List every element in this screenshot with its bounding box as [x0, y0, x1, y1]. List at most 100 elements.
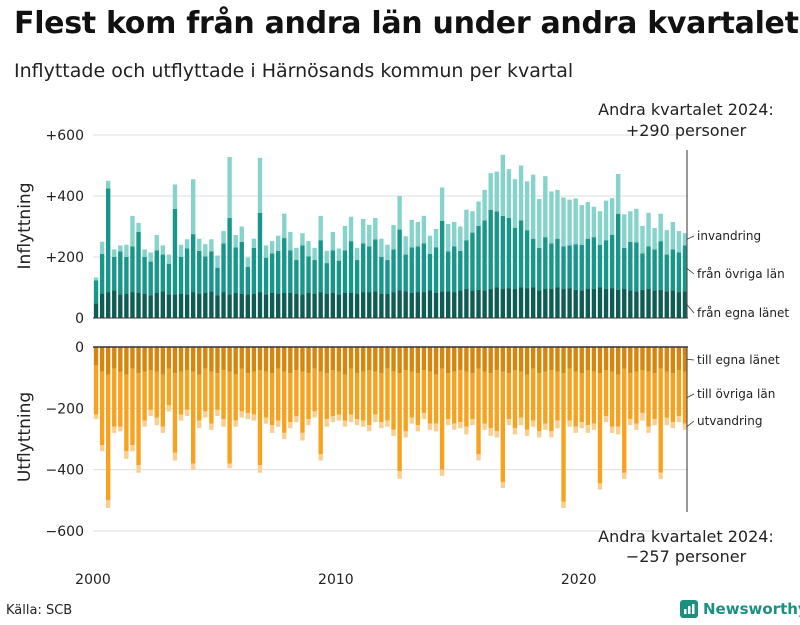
bar-out-egna-lanet — [178, 347, 184, 372]
bar-out-utvandring — [294, 416, 299, 423]
bar-out-egna-lanet — [458, 347, 463, 370]
bar-in-invandring — [160, 245, 166, 255]
bar-out-utvandring — [512, 428, 518, 435]
bar-in-egna-lanet — [415, 292, 421, 318]
bar-in-invandring — [118, 245, 123, 252]
bar-in-ovriga-lan — [288, 250, 293, 293]
bar-out-ovriga-lan — [518, 371, 524, 418]
bar-in-ovriga-lan — [318, 240, 323, 293]
bar-in-egna-lanet — [670, 290, 676, 318]
bar-out-ovriga-lan — [136, 373, 141, 466]
bar-in-invandring — [300, 233, 305, 246]
bar-out-egna-lanet — [615, 347, 621, 375]
bar-out-ovriga-lan — [530, 368, 536, 421]
bar-out-egna-lanet — [597, 347, 603, 374]
bar-out-egna-lanet — [215, 347, 220, 374]
bar-out-utvandring — [239, 411, 244, 418]
bar-out-utvandring — [105, 500, 111, 508]
bar-out-ovriga-lan — [646, 371, 651, 427]
bar-in-ovriga-lan — [506, 217, 512, 289]
bar-out-egna-lanet — [500, 347, 506, 372]
leader-line — [686, 358, 695, 361]
y-tick-label: +200 — [46, 250, 84, 266]
bar-in-egna-lanet — [494, 287, 499, 318]
bar-in-ovriga-lan — [251, 247, 257, 294]
bar-in-invandring — [209, 239, 214, 252]
bar-in-egna-lanet — [197, 293, 202, 318]
bar-out-egna-lanet — [300, 347, 305, 372]
bar-in-invandring — [585, 202, 591, 239]
bar-out-egna-lanet — [136, 347, 141, 374]
bar-in-egna-lanet — [682, 291, 688, 318]
bar-in-ovriga-lan — [488, 209, 493, 290]
annotation-top-line1: Andra kvartalet 2024: — [598, 100, 774, 119]
bar-out-egna-lanet — [221, 347, 226, 370]
bar-in-invandring — [567, 199, 572, 246]
bar-in-invandring — [591, 206, 597, 238]
bar-out-egna-lanet — [306, 347, 311, 374]
bar-out-egna-lanet — [543, 347, 548, 372]
bar-out-egna-lanet — [427, 347, 433, 372]
bar-in-egna-lanet — [348, 292, 354, 318]
bar-in-egna-lanet — [160, 291, 166, 318]
bar-in-egna-lanet — [154, 292, 159, 318]
bar-out-ovriga-lan — [391, 371, 396, 430]
bar-out-utvandring — [190, 463, 196, 470]
bar-in-egna-lanet — [506, 288, 512, 318]
bar-in-egna-lanet — [615, 289, 621, 318]
bar-out-utvandring — [670, 422, 676, 429]
bar-out-utvandring — [482, 423, 487, 430]
bar-out-utvandring — [415, 425, 421, 432]
bar-in-egna-lanet — [251, 293, 257, 318]
bar-in-egna-lanet — [555, 287, 560, 318]
bar-out-ovriga-lan — [263, 371, 269, 418]
bar-in-ovriga-lan — [409, 247, 414, 293]
y-tick-label: −200 — [46, 401, 84, 417]
bar-in-invandring — [105, 180, 111, 189]
y-tick-label: +400 — [46, 189, 84, 205]
bar-in-invandring — [452, 221, 457, 247]
bar-out-egna-lanet — [488, 347, 493, 374]
bar-out-utvandring — [622, 472, 627, 479]
bar-out-utvandring — [403, 431, 408, 438]
series-label-out: till egna länet — [697, 353, 780, 367]
bar-out-utvandring — [640, 412, 645, 421]
bar-in-egna-lanet — [233, 292, 238, 318]
bar-in-ovriga-lan — [215, 267, 220, 296]
series-label-in: från övriga län — [697, 267, 785, 281]
bar-in-ovriga-lan — [567, 245, 572, 289]
bar-in-ovriga-lan — [500, 215, 506, 290]
bar-out-ovriga-lan — [233, 374, 238, 421]
bar-out-ovriga-lan — [439, 368, 445, 470]
bar-out-ovriga-lan — [312, 368, 317, 412]
bar-out-egna-lanet — [421, 347, 427, 370]
bar-in-egna-lanet — [360, 292, 366, 318]
bar-in-egna-lanet — [609, 288, 615, 318]
bar-out-utvandring — [367, 425, 372, 432]
bar-out-egna-lanet — [512, 347, 518, 370]
bar-out-utvandring — [172, 452, 178, 461]
bar-in-egna-lanet — [470, 290, 475, 318]
bar-in-ovriga-lan — [233, 247, 238, 293]
bar-in-ovriga-lan — [585, 238, 591, 290]
bar-out-egna-lanet — [379, 347, 384, 374]
bar-out-utvandring — [312, 411, 317, 418]
bar-in-egna-lanet — [99, 293, 105, 318]
bar-out-egna-lanet — [154, 347, 159, 372]
bar-in-egna-lanet — [427, 290, 433, 318]
bar-in-invandring — [367, 224, 372, 247]
bar-in-ovriga-lan — [282, 238, 287, 293]
bar-in-ovriga-lan — [203, 256, 208, 293]
series-label-in: från egna länet — [697, 306, 789, 320]
bar-in-ovriga-lan — [360, 243, 366, 293]
bar-in-ovriga-lan — [615, 213, 621, 290]
bar-out-ovriga-lan — [652, 373, 657, 420]
bar-in-egna-lanet — [585, 289, 591, 318]
bar-in-invandring — [373, 217, 378, 240]
bar-in-egna-lanet — [445, 291, 451, 318]
bar-in-egna-lanet — [282, 292, 287, 318]
bar-in-egna-lanet — [112, 290, 117, 318]
bar-out-ovriga-lan — [215, 373, 220, 410]
bar-in-egna-lanet — [330, 292, 336, 318]
bar-in-ovriga-lan — [154, 250, 159, 293]
